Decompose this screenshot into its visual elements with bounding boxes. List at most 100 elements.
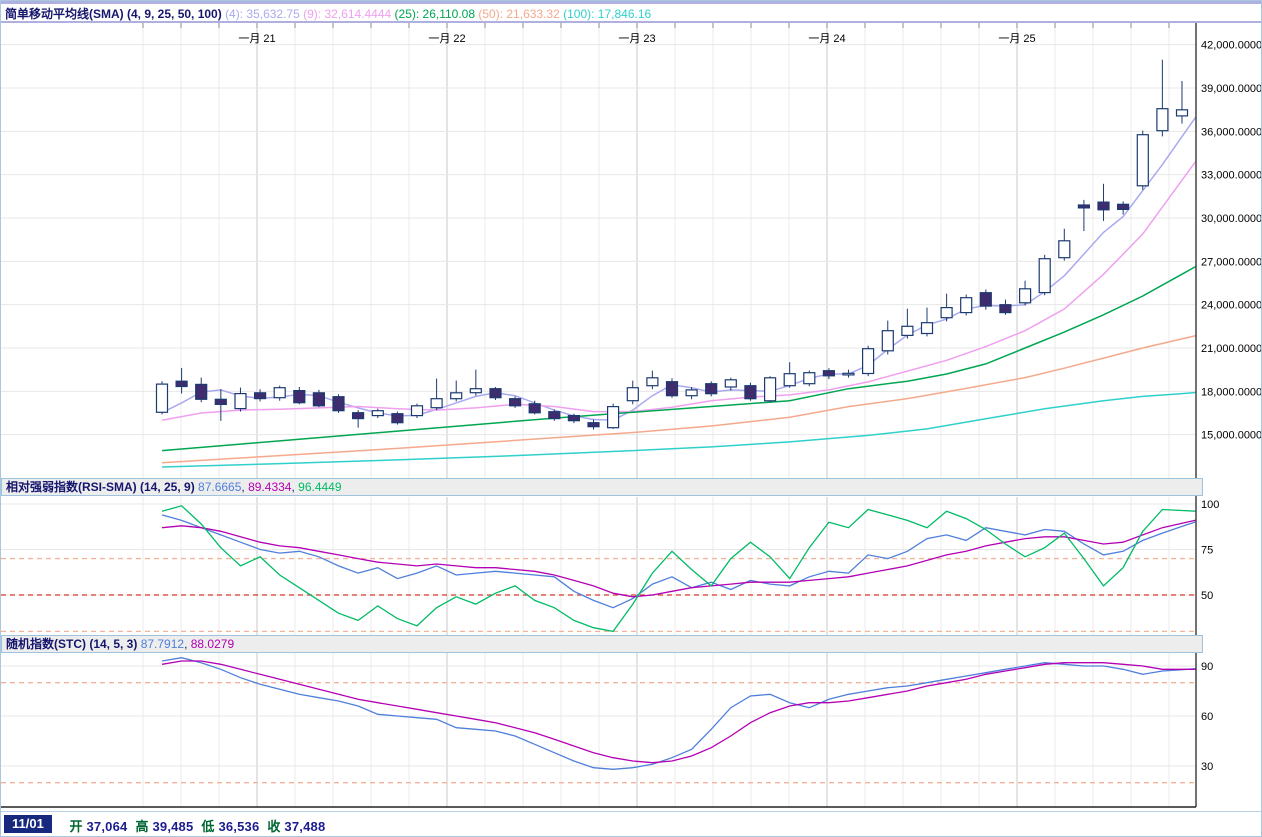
- candle-up: [842, 372, 855, 376]
- candle-up: [783, 373, 796, 387]
- candle-down: [744, 385, 757, 400]
- ohlc-value: 37,064: [86, 819, 128, 834]
- sma-title: 简单移动平均线(SMA) (4, 9, 25, 50, 100): [5, 7, 226, 21]
- candle-up: [940, 307, 953, 319]
- ohlc-label: 收: [267, 819, 281, 834]
- candle-up: [450, 392, 463, 400]
- rsi-line-rsi-14: [161, 514, 1197, 609]
- y-axis-label: 39,000.0000: [1201, 83, 1262, 95]
- stc-line-stc-d: [161, 660, 1196, 764]
- candle-up: [724, 379, 737, 388]
- x-axis-date-label: 一月 21: [238, 33, 275, 45]
- candle-up: [861, 348, 875, 375]
- candle-down: [1097, 201, 1110, 211]
- y-axis-label: 100: [1201, 499, 1219, 511]
- stc-title: 随机指数(STC) (14, 5, 3): [6, 637, 141, 651]
- candle-down: [332, 396, 345, 412]
- ohlc-label: 开: [69, 819, 83, 834]
- rsi-value-1: 87.6665: [198, 480, 242, 494]
- candle-down: [999, 304, 1012, 314]
- y-axis-label: 18,000.0000: [1201, 386, 1262, 398]
- sma-indicator-header: 简单移动平均线(SMA) (4, 9, 25, 50, 100) (4): 35…: [1, 1, 1261, 23]
- ohlc-pair: 收 37,488: [259, 816, 325, 835]
- y-axis-label: 33,000.0000: [1201, 170, 1262, 182]
- candle-up: [273, 387, 286, 399]
- candle-down: [1116, 203, 1130, 211]
- ohlc-value: 36,536: [218, 819, 260, 834]
- candle-down: [705, 383, 718, 395]
- y-axis-label: 30: [1201, 761, 1213, 773]
- y-axis-label: 36,000.0000: [1201, 126, 1262, 138]
- rsi-line-rsi-25: [161, 519, 1197, 598]
- candle-down: [293, 390, 306, 404]
- ohlc-label: 高: [135, 819, 149, 834]
- candle-up: [430, 398, 443, 409]
- sma-line-sma-25: [161, 265, 1197, 452]
- candle-down: [312, 392, 325, 407]
- ohlc-value: 37,488: [284, 819, 326, 834]
- candle-down: [528, 403, 541, 414]
- candle-down: [254, 392, 267, 400]
- x-axis-date-label: 一月 25: [998, 33, 1035, 45]
- candle-up: [1175, 109, 1189, 117]
- candle-up: [901, 325, 914, 336]
- candle-down: [587, 422, 600, 428]
- candle-down: [548, 411, 561, 420]
- ohlc-value: 39,485: [152, 819, 194, 834]
- candle-up: [606, 406, 620, 429]
- candle-up: [410, 405, 424, 417]
- y-axis-label: 30,000.0000: [1201, 213, 1262, 225]
- sma-line-sma-100: [161, 391, 1197, 468]
- y-axis-label: 21,000.0000: [1201, 343, 1262, 355]
- stc-indicator-header[interactable]: 随机指数(STC) (14, 5, 3) 87.7912, 88.0279: [1, 635, 1203, 653]
- rsi-value-2: 89.4334: [248, 480, 292, 494]
- candle-up: [920, 322, 934, 335]
- y-axis-label: 75: [1201, 544, 1213, 556]
- candle-up: [1058, 240, 1071, 259]
- ohlc-pair: 低 36,536: [193, 816, 259, 835]
- rsi-indicator-header[interactable]: 相对强弱指数(RSI-SMA) (14, 25, 9) 87.6665, 89.…: [1, 478, 1203, 496]
- y-axis-label: 15,000.0000: [1201, 430, 1262, 442]
- candle-down: [1077, 204, 1091, 209]
- y-axis-label: 24,000.0000: [1201, 300, 1262, 312]
- candle-down: [391, 413, 404, 424]
- candle-up: [881, 330, 894, 352]
- separator: ,: [291, 480, 299, 494]
- candle-up: [155, 383, 169, 413]
- x-axis-date-label: 一月 23: [618, 33, 655, 45]
- y-axis-label: 90: [1201, 661, 1213, 673]
- candle-down: [822, 370, 836, 377]
- x-axis-date-label: 一月 22: [428, 33, 465, 45]
- rsi-value-3: 96.4449: [298, 480, 342, 494]
- candle-up: [1038, 258, 1051, 294]
- candle-up: [763, 377, 777, 402]
- candle-up: [1018, 288, 1032, 304]
- candle-up: [960, 297, 973, 314]
- ohlc-readout: 开 37,064 高 39,485 低 36,536 收 37,488: [61, 812, 325, 834]
- candle-up: [234, 393, 247, 410]
- sma50-value: (50): 21,633.32: [478, 7, 564, 21]
- candle-down: [195, 383, 208, 400]
- ohlc-label: 低: [201, 819, 215, 834]
- ohlc-pair: 开 37,064: [61, 816, 127, 835]
- stc-value-1: 87.7912: [140, 637, 185, 651]
- candle-up: [371, 410, 384, 417]
- y-axis-label: 42,000.0000: [1201, 40, 1262, 52]
- candle-up: [1156, 108, 1169, 132]
- candle-down: [214, 398, 227, 405]
- candle-up: [803, 372, 816, 385]
- x-axis-date-label: 一月 24: [808, 33, 845, 45]
- sma9-value: (9): 32,614.4444: [303, 7, 395, 21]
- sma4-value: (4): 35,632.75: [225, 7, 304, 21]
- candle-up: [626, 387, 639, 402]
- candle-up: [685, 389, 698, 397]
- candle-up: [646, 377, 659, 387]
- stc-line-stc-k: [161, 657, 1197, 770]
- candle-down: [175, 380, 188, 388]
- candle-down: [352, 412, 365, 420]
- y-axis-label: 27,000.0000: [1201, 256, 1262, 268]
- y-axis-label: 60: [1201, 711, 1213, 723]
- candle-down: [665, 381, 679, 397]
